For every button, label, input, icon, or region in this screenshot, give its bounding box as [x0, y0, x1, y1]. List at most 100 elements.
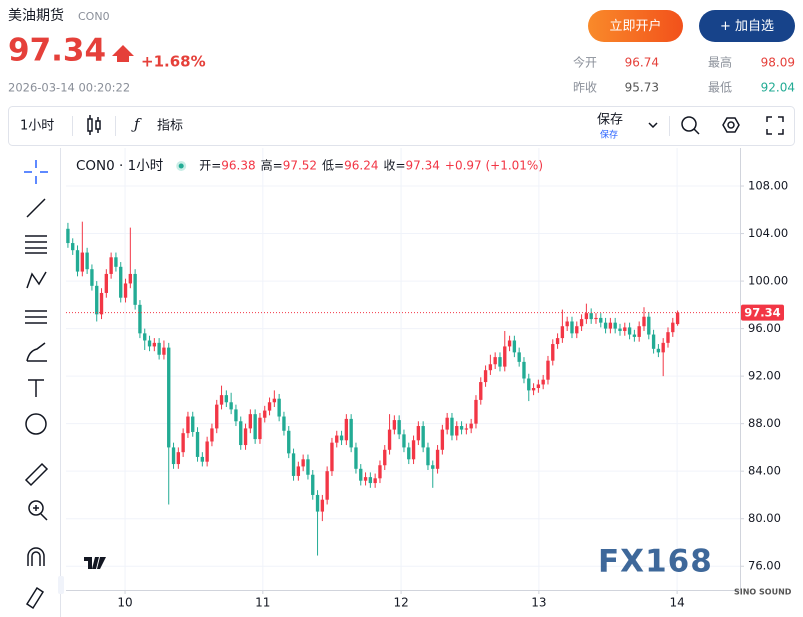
candle-body [493, 357, 497, 365]
zoom-tool[interactable] [28, 500, 48, 521]
candle-body [464, 428, 469, 430]
instrument-code: CON0 [78, 10, 110, 23]
candle-body [90, 269, 94, 286]
last-price-label: 97.34 [744, 306, 780, 320]
stat-value: 92.04 [761, 81, 795, 95]
trend-line-tool[interactable] [26, 198, 46, 218]
candle-body [363, 477, 368, 481]
save-sublabel[interactable]: 保存 [600, 129, 618, 141]
lock-tool[interactable] [25, 586, 45, 610]
candle-body [138, 304, 142, 334]
save-menu-chevron[interactable] [648, 122, 658, 129]
stats: 今开 96.74 最高 98.09 昨收 95.73 最低 92.04 [573, 55, 795, 95]
candle-body [594, 317, 598, 320]
candle-body [623, 327, 627, 331]
candle-body [675, 312, 680, 325]
legend-ohlc-label: 开= [199, 159, 221, 173]
quick-search-button[interactable] [681, 116, 700, 135]
legend-ohlc-label: 低= [322, 159, 344, 173]
fx-icon[interactable]: ƒ [131, 115, 142, 133]
forecast-tool[interactable] [25, 310, 47, 324]
candle-body [642, 316, 646, 327]
candle-body [541, 379, 545, 385]
pattern-tool[interactable] [26, 271, 47, 289]
candle-body [263, 410, 267, 418]
candle-body [411, 440, 416, 460]
candle-body [618, 328, 622, 331]
legend-ohlc-value: 96.24 [344, 159, 378, 173]
settings-button[interactable] [722, 117, 740, 133]
candle-body [426, 447, 430, 466]
candle-body [325, 471, 329, 500]
emoji-tool[interactable] [25, 413, 47, 435]
candle-body [445, 417, 449, 430]
candle-body [671, 322, 675, 333]
open-account-button[interactable] [588, 10, 683, 42]
candle-body [359, 468, 363, 481]
candle-body [627, 327, 632, 335]
candle-body [215, 404, 219, 429]
legend-change: +0.97 (+1.01%) [445, 159, 543, 173]
candle-body [570, 321, 574, 334]
candle-body [234, 409, 238, 422]
candle-body [320, 499, 325, 512]
status-dot-inner [178, 163, 184, 169]
add-watchlist-label[interactable]: + 加自选 [720, 19, 774, 34]
candle-body [282, 416, 286, 431]
fib-tool[interactable] [25, 235, 47, 254]
x-tick-label: 10 [117, 596, 132, 610]
ruler-tool[interactable] [24, 462, 49, 487]
save-button[interactable]: 保存 [597, 113, 623, 128]
open-account-label[interactable]: 立即开户 [609, 18, 661, 34]
add-watchlist-button[interactable] [699, 10, 795, 42]
candle-body [123, 283, 128, 298]
candle-body [210, 428, 214, 442]
candle-body [661, 342, 665, 353]
brush-tool[interactable] [26, 342, 47, 362]
candle-body [555, 338, 560, 345]
indicators-button[interactable]: 指标 [157, 119, 183, 134]
candle-body [407, 447, 411, 460]
candle-body [536, 384, 541, 389]
legend-ohlc-value: 97.52 [283, 159, 317, 173]
last-price-tag [741, 304, 784, 321]
x-tick-label: 13 [531, 596, 546, 610]
candle-body [176, 452, 181, 465]
fullscreen-button[interactable] [766, 116, 784, 135]
candle-body [551, 344, 555, 361]
candle-body [248, 414, 253, 429]
candle-body [200, 456, 205, 462]
candle-type-button[interactable] [87, 115, 101, 135]
candle-body [147, 340, 152, 347]
candle-body [157, 342, 161, 355]
crosshair-tool[interactable] [24, 160, 48, 184]
overlay: 76.00 80.00 84.00 88.00 92.00 96.00 100.00 104.… [76, 158, 788, 610]
candle-body [287, 430, 291, 454]
candle-body [272, 398, 277, 403]
candle-body [373, 478, 377, 484]
candle-body [301, 459, 305, 467]
candle-body [335, 435, 339, 443]
candle-body [291, 453, 296, 476]
candle-body [339, 435, 344, 441]
watermark-sub: SINO SOUND [734, 588, 792, 597]
price: 97.34 [8, 33, 106, 69]
candle-body [517, 352, 521, 362]
candle-body [546, 360, 550, 380]
magnet-tool[interactable] [27, 547, 45, 566]
toolbar [8, 106, 795, 146]
candle-body [498, 357, 502, 367]
candle-body [195, 431, 200, 457]
timestamp: 2026-03-14 00:20:22 [8, 81, 130, 95]
collapse-handle[interactable] [58, 576, 64, 594]
candle-body [315, 494, 320, 512]
legend-ohlc-value: 96.38 [221, 159, 255, 173]
up-arrow [112, 45, 134, 62]
legend-ohlc-value: 97.34 [406, 159, 440, 173]
plot: FX168 SINO SOUND [66, 148, 792, 597]
price-change: +1.68% [141, 53, 206, 71]
candle-body [435, 449, 440, 469]
candle-body [224, 395, 229, 403]
text-tool[interactable] [28, 379, 44, 397]
interval-button[interactable]: 1小时 [20, 119, 54, 134]
